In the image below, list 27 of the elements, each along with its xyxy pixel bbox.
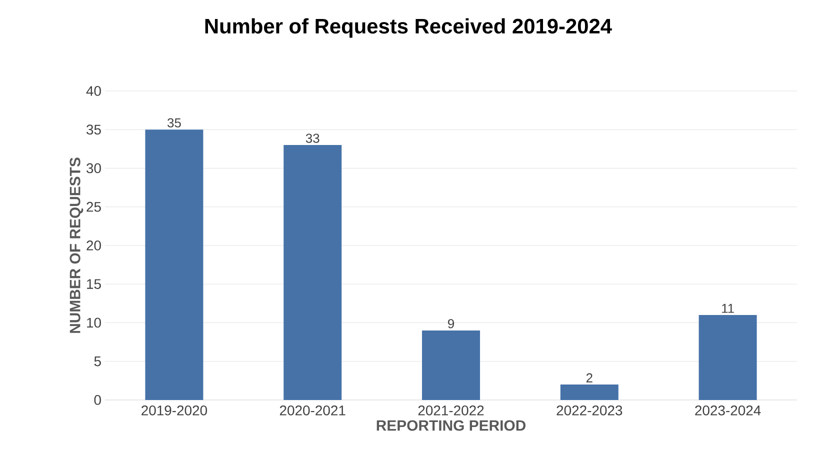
data-label: 11 xyxy=(722,304,734,313)
x-tick-label: 2023-2024 xyxy=(695,405,761,416)
data-label: 9 xyxy=(448,319,454,328)
bar xyxy=(698,315,757,400)
y-tick-label: 25 xyxy=(86,202,101,212)
y-tick-label: 10 xyxy=(87,318,101,328)
x-tick-label: 2021-2022 xyxy=(418,405,484,416)
data-label: 33 xyxy=(306,134,320,143)
y-tick-label: 30 xyxy=(86,163,101,174)
bar xyxy=(560,384,618,400)
y-tick-label: 20 xyxy=(86,240,101,250)
bar xyxy=(284,145,342,400)
x-tick-label: 2020-2021 xyxy=(280,405,346,416)
x-tick-label: 2022-2023 xyxy=(556,405,622,416)
y-tick-label: 5 xyxy=(94,356,101,366)
y-tick-label: 40 xyxy=(86,86,101,96)
y-tick-label: 35 xyxy=(86,124,101,135)
y-tick-label: 0 xyxy=(94,395,101,405)
bar xyxy=(422,330,480,400)
x-tick-label: 2019-2020 xyxy=(142,405,208,416)
y-tick-label: 15 xyxy=(87,279,101,289)
chart-title: Number of Requests Received 2019-2024 xyxy=(205,18,612,38)
bar xyxy=(145,130,204,400)
data-label: 35 xyxy=(168,118,181,128)
y-axis-title: NUMBER OF REQUESTS xyxy=(70,158,84,333)
x-axis-title: REPORTING PERIOD xyxy=(376,420,526,431)
data-label: 2 xyxy=(586,373,592,382)
